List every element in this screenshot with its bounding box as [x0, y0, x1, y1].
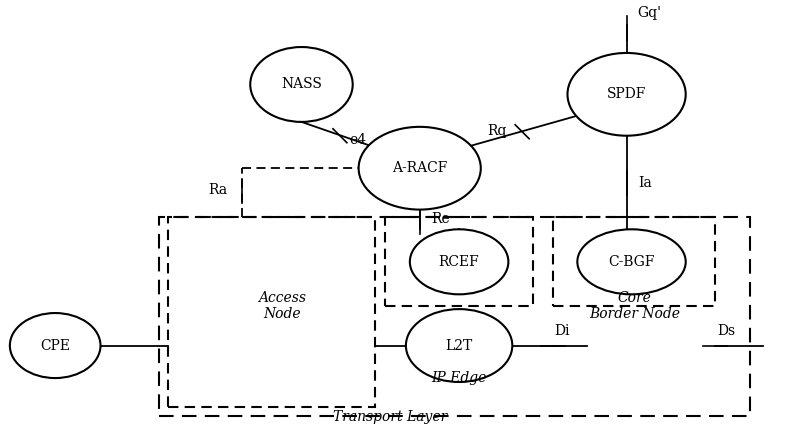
Ellipse shape [250, 47, 353, 122]
Ellipse shape [358, 127, 481, 210]
Text: RCEF: RCEF [438, 255, 479, 269]
Text: L2T: L2T [446, 339, 473, 353]
Ellipse shape [567, 53, 686, 136]
Text: e4: e4 [349, 133, 366, 147]
Text: A-RACF: A-RACF [392, 161, 447, 175]
Ellipse shape [406, 309, 512, 382]
Text: CPE: CPE [40, 339, 70, 353]
Text: Transport Layer: Transport Layer [333, 410, 447, 424]
Text: C-BGF: C-BGF [608, 255, 654, 269]
Text: Ra: Ra [209, 183, 227, 197]
Text: Ds: Ds [718, 324, 735, 338]
Text: Core
Border Node: Core Border Node [589, 291, 680, 321]
Text: NASS: NASS [281, 77, 322, 91]
Text: SPDF: SPDF [607, 87, 646, 101]
Ellipse shape [578, 229, 686, 295]
Ellipse shape [10, 313, 101, 378]
Text: IP Edge: IP Edge [431, 371, 486, 385]
Text: Di: Di [554, 324, 570, 338]
Text: Ia: Ia [638, 176, 652, 190]
Ellipse shape [410, 229, 508, 295]
Text: Re: Re [431, 212, 450, 226]
Text: Access
Node: Access Node [258, 291, 306, 321]
Text: Rq: Rq [487, 124, 506, 138]
Text: Gq': Gq' [638, 7, 662, 21]
